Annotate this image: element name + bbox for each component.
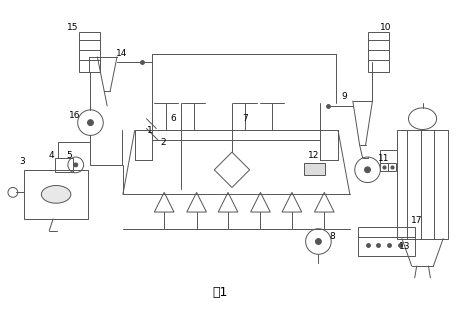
Text: 7: 7 xyxy=(242,114,247,123)
Bar xyxy=(24,170,88,219)
Text: 11: 11 xyxy=(377,153,389,163)
Text: 3: 3 xyxy=(19,158,25,166)
Bar xyxy=(397,131,448,239)
Text: 12: 12 xyxy=(308,151,319,159)
Text: 14: 14 xyxy=(116,49,128,58)
Bar xyxy=(358,227,414,256)
Text: 1: 1 xyxy=(146,126,152,135)
Text: 13: 13 xyxy=(399,242,411,251)
Text: 8: 8 xyxy=(329,232,335,241)
Text: 10: 10 xyxy=(380,23,391,32)
Bar xyxy=(55,158,73,172)
Circle shape xyxy=(315,239,321,244)
Bar xyxy=(78,32,101,72)
Text: 5: 5 xyxy=(66,151,72,159)
Text: 9: 9 xyxy=(341,92,347,100)
Text: 4: 4 xyxy=(48,151,54,159)
Text: 2: 2 xyxy=(160,138,166,147)
Text: 图1: 图1 xyxy=(213,286,228,299)
Text: 17: 17 xyxy=(411,217,422,225)
Circle shape xyxy=(88,120,94,126)
Circle shape xyxy=(74,163,78,167)
Text: 6: 6 xyxy=(170,114,176,123)
Bar xyxy=(368,32,389,72)
Bar xyxy=(388,163,396,171)
Bar xyxy=(381,163,388,171)
Text: 16: 16 xyxy=(69,111,80,120)
Text: 15: 15 xyxy=(67,23,78,32)
Circle shape xyxy=(364,167,370,173)
Bar xyxy=(304,163,325,175)
Ellipse shape xyxy=(41,185,71,203)
